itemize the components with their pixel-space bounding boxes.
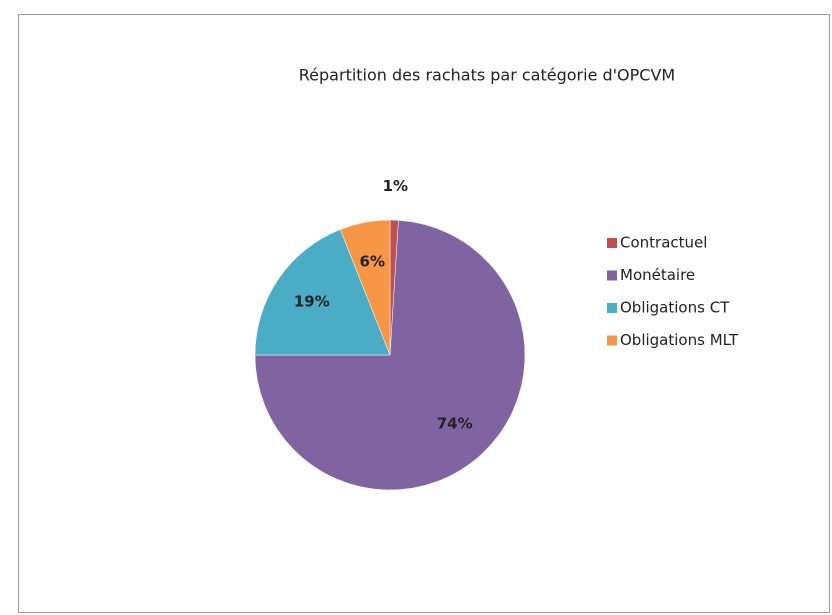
legend-swatch <box>607 303 617 313</box>
data-label: 19% <box>294 292 330 310</box>
legend-swatch <box>607 335 617 346</box>
pie-slice <box>254 229 391 356</box>
legend-label: Obligations CT <box>620 299 730 317</box>
chart-title: Répartition des rachats par catégorie d'… <box>299 66 675 85</box>
legend-label: Monétaire <box>620 266 695 284</box>
data-label: 74% <box>437 414 473 432</box>
legend-label: Obligations MLT <box>620 331 739 349</box>
data-label: 6% <box>360 253 385 271</box>
data-label: 1% <box>383 177 408 195</box>
legend-swatch <box>607 270 617 281</box>
pie-slice <box>339 219 391 356</box>
legend-label: Contractuel <box>620 234 707 252</box>
legend-swatch <box>607 238 617 248</box>
